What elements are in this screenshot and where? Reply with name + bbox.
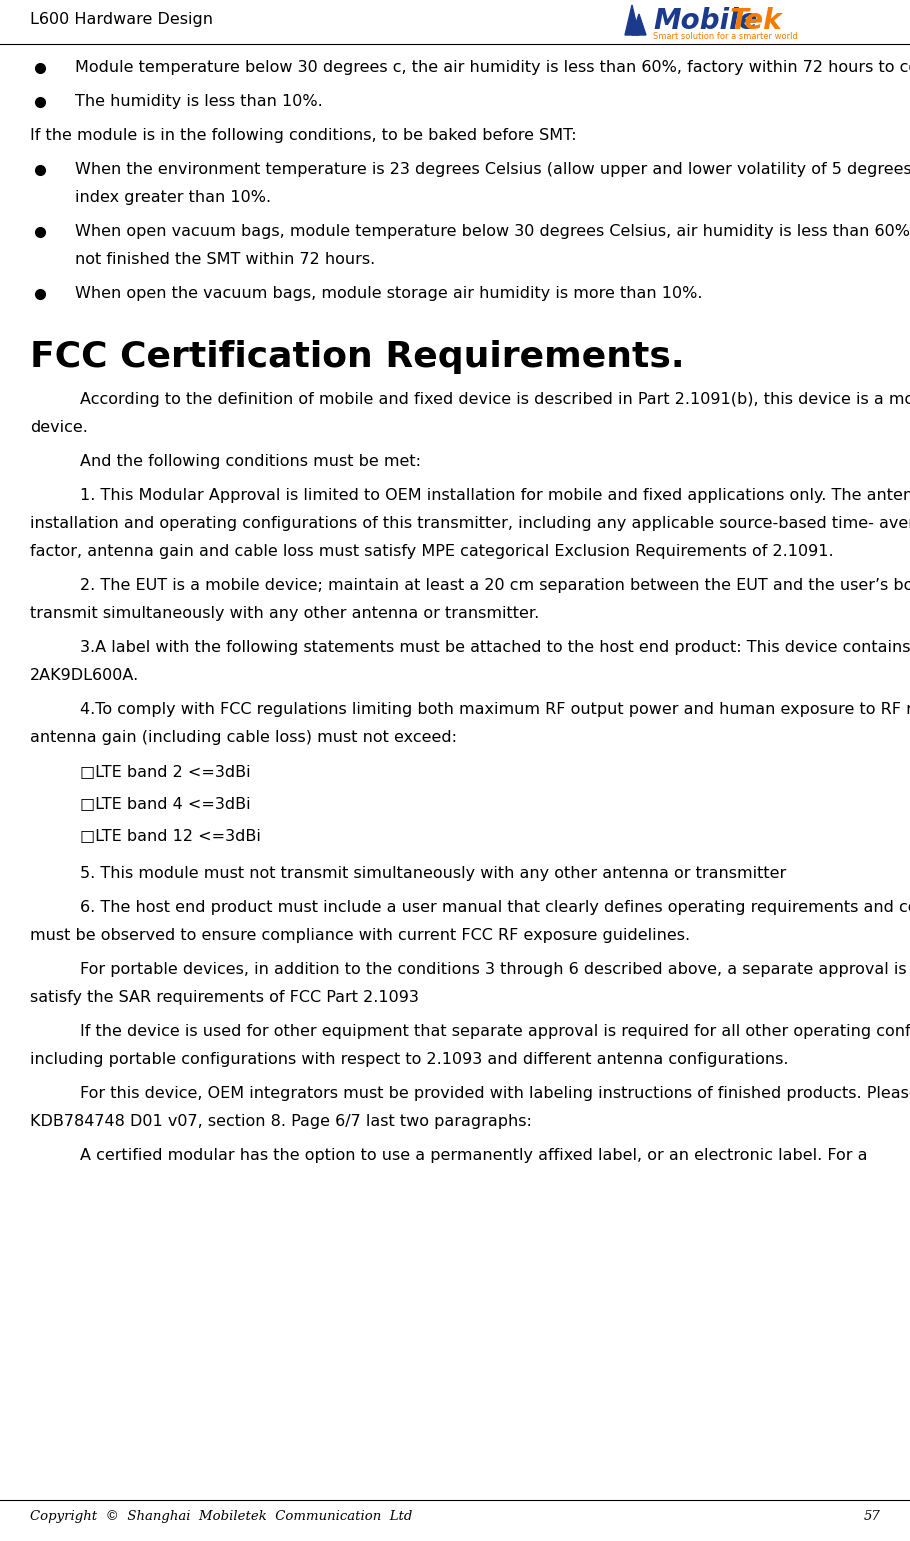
Text: 57: 57 [864,1510,880,1523]
Text: □LTE band 12 <=3dBi: □LTE band 12 <=3dBi [80,828,261,843]
Text: If the module is in the following conditions, to be baked before SMT:: If the module is in the following condit… [30,128,577,143]
Text: 5. This module must not transmit simultaneously with any other antenna or transm: 5. This module must not transmit simulta… [80,866,786,881]
Text: index greater than 10%.: index greater than 10%. [75,190,271,205]
Text: L600 Hardware Design: L600 Hardware Design [30,12,213,28]
Text: 2AK9DL600A.: 2AK9DL600A. [30,667,139,683]
Text: factor, antenna gain and cable loss must satisfy MPE categorical Exclusion Requi: factor, antenna gain and cable loss must… [30,544,834,559]
Text: 3.A label with the following statements must be attached to the host end product: 3.A label with the following statements … [80,640,910,655]
Text: Mobile: Mobile [653,8,757,35]
Text: installation and operating configurations of this transmitter, including any app: installation and operating configuration… [30,516,910,532]
Polygon shape [625,5,639,35]
Text: 1. This Modular Approval is limited to OEM installation for mobile and fixed app: 1. This Modular Approval is limited to O… [80,488,910,502]
Text: □LTE band 2 <=3dBi: □LTE band 2 <=3dBi [80,764,250,780]
Text: 2. The EUT is a mobile device; maintain at least a 20 cm separation between the : 2. The EUT is a mobile device; maintain … [80,578,910,593]
Text: For this device, OEM integrators must be provided with labeling instructions of : For this device, OEM integrators must be… [80,1086,910,1100]
Text: When open vacuum bags, module temperature below 30 degrees Celsius, air humidity: When open vacuum bags, module temperatur… [75,223,910,239]
Text: If the device is used for other equipment that separate approval is required for: If the device is used for other equipmen… [80,1025,910,1039]
Text: transmit simultaneously with any other antenna or transmitter.: transmit simultaneously with any other a… [30,606,540,621]
Text: 6. The host end product must include a user manual that clearly defines operatin: 6. The host end product must include a u… [80,900,910,915]
Text: Tek: Tek [730,8,783,35]
Text: including portable configurations with respect to 2.1093 and different antenna c: including portable configurations with r… [30,1053,788,1066]
Text: KDB784748 D01 v07, section 8. Page 6/7 last two paragraphs:: KDB784748 D01 v07, section 8. Page 6/7 l… [30,1114,531,1130]
Text: □LTE band 4 <=3dBi: □LTE band 4 <=3dBi [80,797,250,811]
Text: not finished the SMT within 72 hours.: not finished the SMT within 72 hours. [75,253,375,267]
Text: must be observed to ensure compliance with current FCC RF exposure guidelines.: must be observed to ensure compliance wi… [30,928,690,943]
Text: According to the definition of mobile and fixed device is described in Part 2.10: According to the definition of mobile an… [80,391,910,407]
Text: Smart solution for a smarter world: Smart solution for a smarter world [653,32,798,42]
Text: 4.To comply with FCC regulations limiting both maximum RF output power and human: 4.To comply with FCC regulations limitin… [80,703,910,717]
Text: device.: device. [30,421,88,435]
Polygon shape [632,14,646,35]
Text: A certified modular has the option to use a permanently affixed label, or an ele: A certified modular has the option to us… [80,1148,867,1163]
Text: FCC Certification Requirements.: FCC Certification Requirements. [30,341,684,374]
Text: The humidity is less than 10%.: The humidity is less than 10%. [75,94,323,109]
Text: Copyright  ©  Shanghai  Mobiletek  Communication  Ltd: Copyright © Shanghai Mobiletek Communica… [30,1510,412,1523]
Text: For portable devices, in addition to the conditions 3 through 6 described above,: For portable devices, in addition to the… [80,962,910,977]
Text: antenna gain (including cable loss) must not exceed:: antenna gain (including cable loss) must… [30,730,457,744]
Text: When the environment temperature is 23 degrees Celsius (allow upper and lower vo: When the environment temperature is 23 d… [75,162,910,177]
Text: And the following conditions must be met:: And the following conditions must be met… [80,455,421,468]
Text: satisfy the SAR requirements of FCC Part 2.1093: satisfy the SAR requirements of FCC Part… [30,989,419,1005]
Text: Module temperature below 30 degrees c, the air humidity is less than 60%, factor: Module temperature below 30 degrees c, t… [75,60,910,76]
Text: When open the vacuum bags, module storage air humidity is more than 10%.: When open the vacuum bags, module storag… [75,287,703,300]
